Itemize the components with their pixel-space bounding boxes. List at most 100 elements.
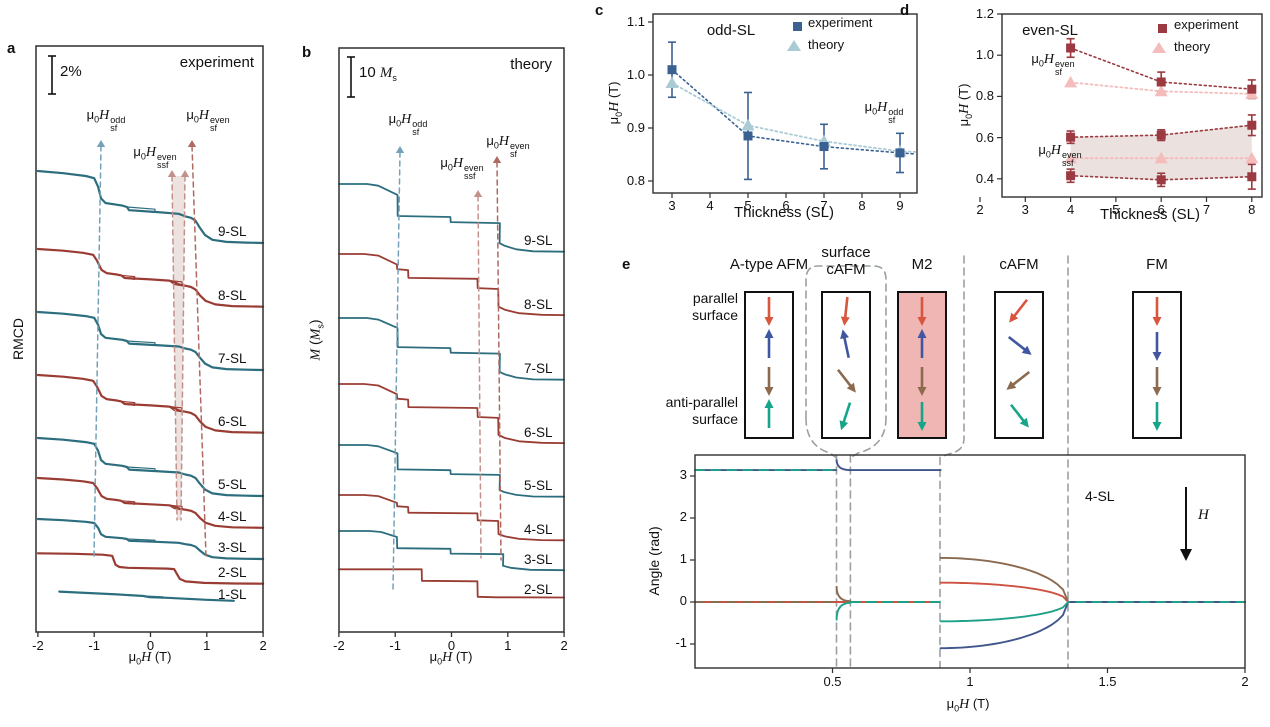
curve-b-4-SL (338, 494, 565, 542)
sub: sf (210, 123, 218, 133)
panel-c-letter: c (595, 2, 604, 19)
spin-arrow-shaft (843, 336, 850, 358)
annotation-a_sf_even: μ0H even sf (186, 107, 230, 133)
field-direction-label: H (1198, 506, 1209, 524)
tick-label-e: 0 (679, 593, 687, 608)
curve-label-a-1-SL: 1-SL (218, 587, 247, 602)
curve-label-a-3-SL: 3-SL (218, 540, 247, 555)
tick-label-e: 2 (679, 509, 687, 524)
spin-arrow-head (1019, 417, 1029, 428)
sub: sf (412, 127, 420, 137)
panel-b-mode-title: theory (510, 56, 552, 73)
panel-a-y-axis-label: RMCD (10, 318, 26, 360)
transition-guide (191, 145, 207, 557)
spin-arrow-shaft (1013, 298, 1029, 318)
panel-a-frame (35, 45, 264, 633)
spin-arrow-shaft (843, 296, 849, 319)
tick-label-b: 2 (560, 638, 568, 653)
ylabel-m2: M (308, 328, 324, 341)
state-header-1b: cAFM (826, 261, 866, 278)
annotation-d_ssf_even: μ0H even ssf (1038, 142, 1082, 168)
sub-zero: 0 (447, 162, 453, 173)
arrowhead-icon (473, 190, 483, 197)
tick-label-b: -2 (333, 638, 345, 653)
sub: sf (510, 149, 518, 159)
curve-a-2-SL (36, 552, 265, 585)
transition-guide (180, 175, 186, 521)
spin-arrow-icon (1006, 370, 1031, 390)
sup-sub-stack: odd sf (412, 119, 428, 137)
spin-arrow-head (917, 329, 927, 338)
sup: odd (412, 119, 428, 129)
curve-label-a-7-SL: 7-SL (218, 351, 247, 366)
legend-theory-label: theory (808, 37, 845, 52)
tick-label-c: 8 (858, 198, 866, 213)
sub-zero: 0 (872, 106, 878, 117)
spin-arrow-shaft (1011, 370, 1031, 386)
curve-label-b-6-SL: 6-SL (524, 425, 553, 440)
legend-experiment-label: experiment (1174, 17, 1239, 32)
h-symbol: H (1043, 52, 1055, 67)
transition-guide (392, 151, 401, 591)
spin-arrow-icon (1152, 332, 1162, 361)
sup: even (210, 115, 230, 125)
spin-arrow-head (840, 329, 849, 340)
transition-guide (477, 195, 482, 559)
tick-label-d: 3 (1021, 202, 1029, 217)
curve-label-b-5-SL: 5-SL (524, 478, 553, 493)
tick-label-d: 0.4 (975, 170, 994, 186)
panel-b-frame (338, 47, 565, 633)
e-curve-arc (835, 585, 852, 603)
loop-a-5-SL (126, 466, 156, 472)
curve-label-a-4-SL: 4-SL (218, 509, 247, 524)
tick-label-d: 1.0 (975, 47, 994, 63)
e-curve-branch (939, 601, 1070, 650)
curve-label-a-8-SL: 8-SL (218, 288, 247, 303)
arrowhead-icon (180, 170, 190, 177)
panel-d-frame (1001, 13, 1263, 198)
sup-sub-stack: even ssf (464, 164, 484, 181)
panel-a-letter: a (7, 40, 16, 57)
tick-label-a: 1 (203, 638, 211, 653)
curve-b-7-SL (338, 317, 565, 381)
ylabel-sub: s (315, 324, 326, 329)
panel-d-y-axis-label: μ0H (T) (956, 83, 974, 127)
panel-e-letter: e (622, 256, 631, 273)
annotation-a_sf_odd: μ0H odd sf (86, 107, 126, 133)
d-theory-marker (1154, 84, 1168, 97)
tick-label-d: 4 (1066, 202, 1075, 217)
h-symbol: H (452, 156, 464, 171)
tick-label-d: 1.2 (975, 6, 994, 21)
curve-label-a-5-SL: 5-SL (218, 477, 247, 492)
annotation-b_ssf_even: μ0H even ssf (440, 155, 484, 181)
d-experiment-marker (1066, 132, 1076, 142)
sub: sf (110, 123, 118, 133)
tick-label-e: 0.5 (823, 674, 842, 689)
loop-a-4-SL (120, 500, 136, 505)
h-symbol: H (99, 108, 110, 123)
curve-label-a-6-SL: 6-SL (218, 414, 247, 429)
tick-label-b: 1 (504, 638, 512, 653)
curve-a-4-SL (36, 476, 265, 529)
e-curve-arc (835, 459, 852, 472)
sup: odd (888, 107, 904, 117)
h-symbol: H (877, 100, 888, 115)
h-symbol: H (442, 650, 453, 665)
field-h: H (1198, 507, 1209, 523)
spin-arrow-icon (1009, 403, 1029, 428)
arrowhead-icon (395, 146, 405, 153)
e-curve-branch (939, 556, 1070, 603)
m2-cafm-boundary (939, 255, 965, 669)
sup-sub-stack: odd sf (110, 116, 125, 133)
spin-arrow-icon (1152, 402, 1162, 431)
sub-zero: 0 (613, 111, 624, 117)
surface-cafm-funnel-left (805, 417, 838, 459)
loop-a-9-SL (126, 206, 156, 213)
sub-zero: 0 (954, 703, 960, 714)
tick-label-e: 1 (966, 674, 974, 689)
sub-zero: 0 (94, 114, 100, 125)
curve-a-9-SL (36, 169, 265, 245)
spin-arrow-head (917, 422, 927, 431)
spin-arrow-icon (840, 296, 850, 326)
spin-arrow-head (1152, 387, 1162, 396)
